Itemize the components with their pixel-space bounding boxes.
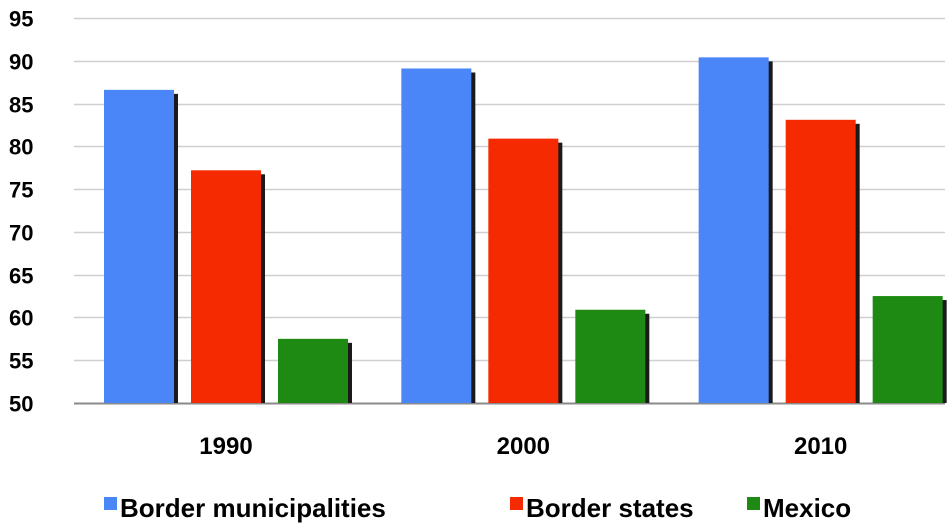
- legend: Border municipalities Border states Mexico: [104, 493, 851, 523]
- legend-swatch-border-municipalities: [104, 497, 117, 510]
- y-axis-ticks: 50 55 60 65 70 75 80 85 90 95: [9, 7, 33, 417]
- legend-label-border-states: Border states: [526, 493, 694, 523]
- bar-mexico-1990: [278, 338, 348, 403]
- y-tick-label-65: 65: [9, 264, 33, 289]
- y-tick-label-50: 50: [9, 392, 33, 417]
- bar-border-states-2010: [785, 119, 856, 404]
- y-tick-label-90: 90: [9, 50, 33, 75]
- y-tick-label-95: 95: [9, 7, 33, 32]
- y-tick-label-55: 55: [9, 349, 33, 374]
- x-axis-categories: 1990 2000 2010: [199, 433, 847, 460]
- x-category-label-1990: 1990: [199, 433, 252, 460]
- y-tick-label-75: 75: [9, 178, 33, 203]
- bar-border-municipalities-2010: [698, 57, 769, 403]
- bar-mexico-2010: [872, 296, 943, 403]
- y-tick-label-60: 60: [9, 306, 33, 331]
- bar-mexico-2000: [575, 309, 646, 403]
- bar-border-states-2000: [488, 138, 559, 403]
- x-category-label-2010: 2010: [794, 433, 847, 460]
- bars: [104, 57, 947, 404]
- bar-border-states-1990: [191, 170, 261, 403]
- y-tick-label-85: 85: [9, 93, 33, 118]
- legend-swatch-border-states: [510, 497, 523, 510]
- y-tick-label-80: 80: [9, 135, 33, 160]
- legend-label-border-municipalities: Border municipalities: [120, 493, 386, 523]
- legend-swatch-mexico: [747, 497, 760, 510]
- legend-label-mexico: Mexico: [763, 493, 851, 523]
- bar-border-municipalities-2000: [401, 68, 472, 403]
- y-tick-label-70: 70: [9, 221, 33, 246]
- bar-border-municipalities-1990: [104, 89, 174, 403]
- x-category-label-2000: 2000: [497, 433, 550, 460]
